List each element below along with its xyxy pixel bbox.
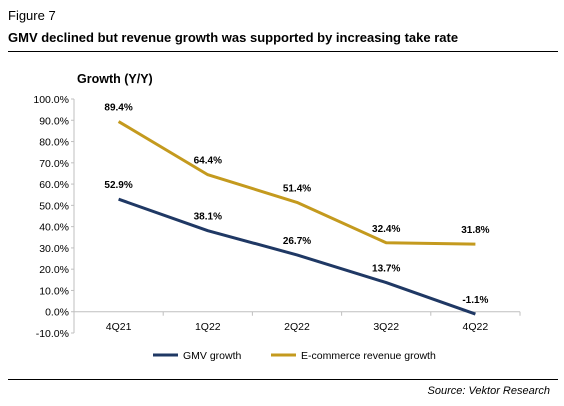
y-tick-label: 10.0% xyxy=(39,285,69,297)
data-label: 64.4% xyxy=(194,156,222,167)
data-label: 89.4% xyxy=(104,103,132,114)
series-line-1 xyxy=(117,120,476,246)
data-label: -1.1% xyxy=(462,295,488,306)
figure-label: Figure 7 xyxy=(8,8,56,23)
footer-divider xyxy=(8,379,558,380)
line-chart: Growth (Y/Y) 100.0% 90.0% 80.0% 70.0% 60.0% 5… xyxy=(33,72,521,362)
axes: 100.0% 90.0% 80.0% 70.0% 60.0% 50.0% 40.0% 30.0… xyxy=(33,94,521,340)
data-label: 51.4% xyxy=(283,183,311,194)
series-lines xyxy=(117,120,476,316)
chart-title: GMV declined but revenue growth was supp… xyxy=(8,30,459,45)
legend-label: E-commerce revenue growth xyxy=(301,350,436,362)
y-tick-label: 50.0% xyxy=(39,200,69,212)
y-tick-label: 40.0% xyxy=(39,222,69,234)
data-label: 31.8% xyxy=(461,225,489,236)
y-tick-label: 30.0% xyxy=(39,243,69,255)
y-tick-label: 90.0% xyxy=(39,115,69,127)
y-tick-label: 80.0% xyxy=(39,137,69,149)
y-axis-label: Growth (Y/Y) xyxy=(77,72,153,86)
x-tick-label: 1Q22 xyxy=(195,321,221,333)
data-label: 52.9% xyxy=(104,180,132,191)
x-tick-label: 3Q22 xyxy=(373,321,399,333)
y-tick-label: 60.0% xyxy=(39,179,69,191)
data-label: 13.7% xyxy=(372,264,400,275)
legend: GMV growth E-commerce revenue growth xyxy=(153,350,436,362)
data-label: 32.4% xyxy=(372,224,400,235)
y-tick-label: 100.0% xyxy=(33,94,69,106)
y-tick-label: 0.0% xyxy=(45,307,69,319)
y-tick-label: 20.0% xyxy=(39,264,69,276)
x-tick-label: 2Q22 xyxy=(284,321,310,333)
x-tick-label: 4Q22 xyxy=(463,321,489,333)
data-label: 26.7% xyxy=(283,236,311,247)
data-label: 38.1% xyxy=(194,212,222,223)
title-divider xyxy=(8,51,558,52)
y-tick-label: -10.0% xyxy=(36,328,69,340)
y-tick-label: 70.0% xyxy=(39,158,69,170)
series-line-0 xyxy=(118,197,476,316)
x-tick-label: 4Q21 xyxy=(106,321,132,333)
legend-label: GMV growth xyxy=(183,350,242,362)
data-labels: 52.9% 38.1% 26.7% 13.7% -1.1% 89.4% 64.4% 51.4%… xyxy=(104,103,489,307)
source-note: Source: Vektor Research xyxy=(427,385,550,397)
